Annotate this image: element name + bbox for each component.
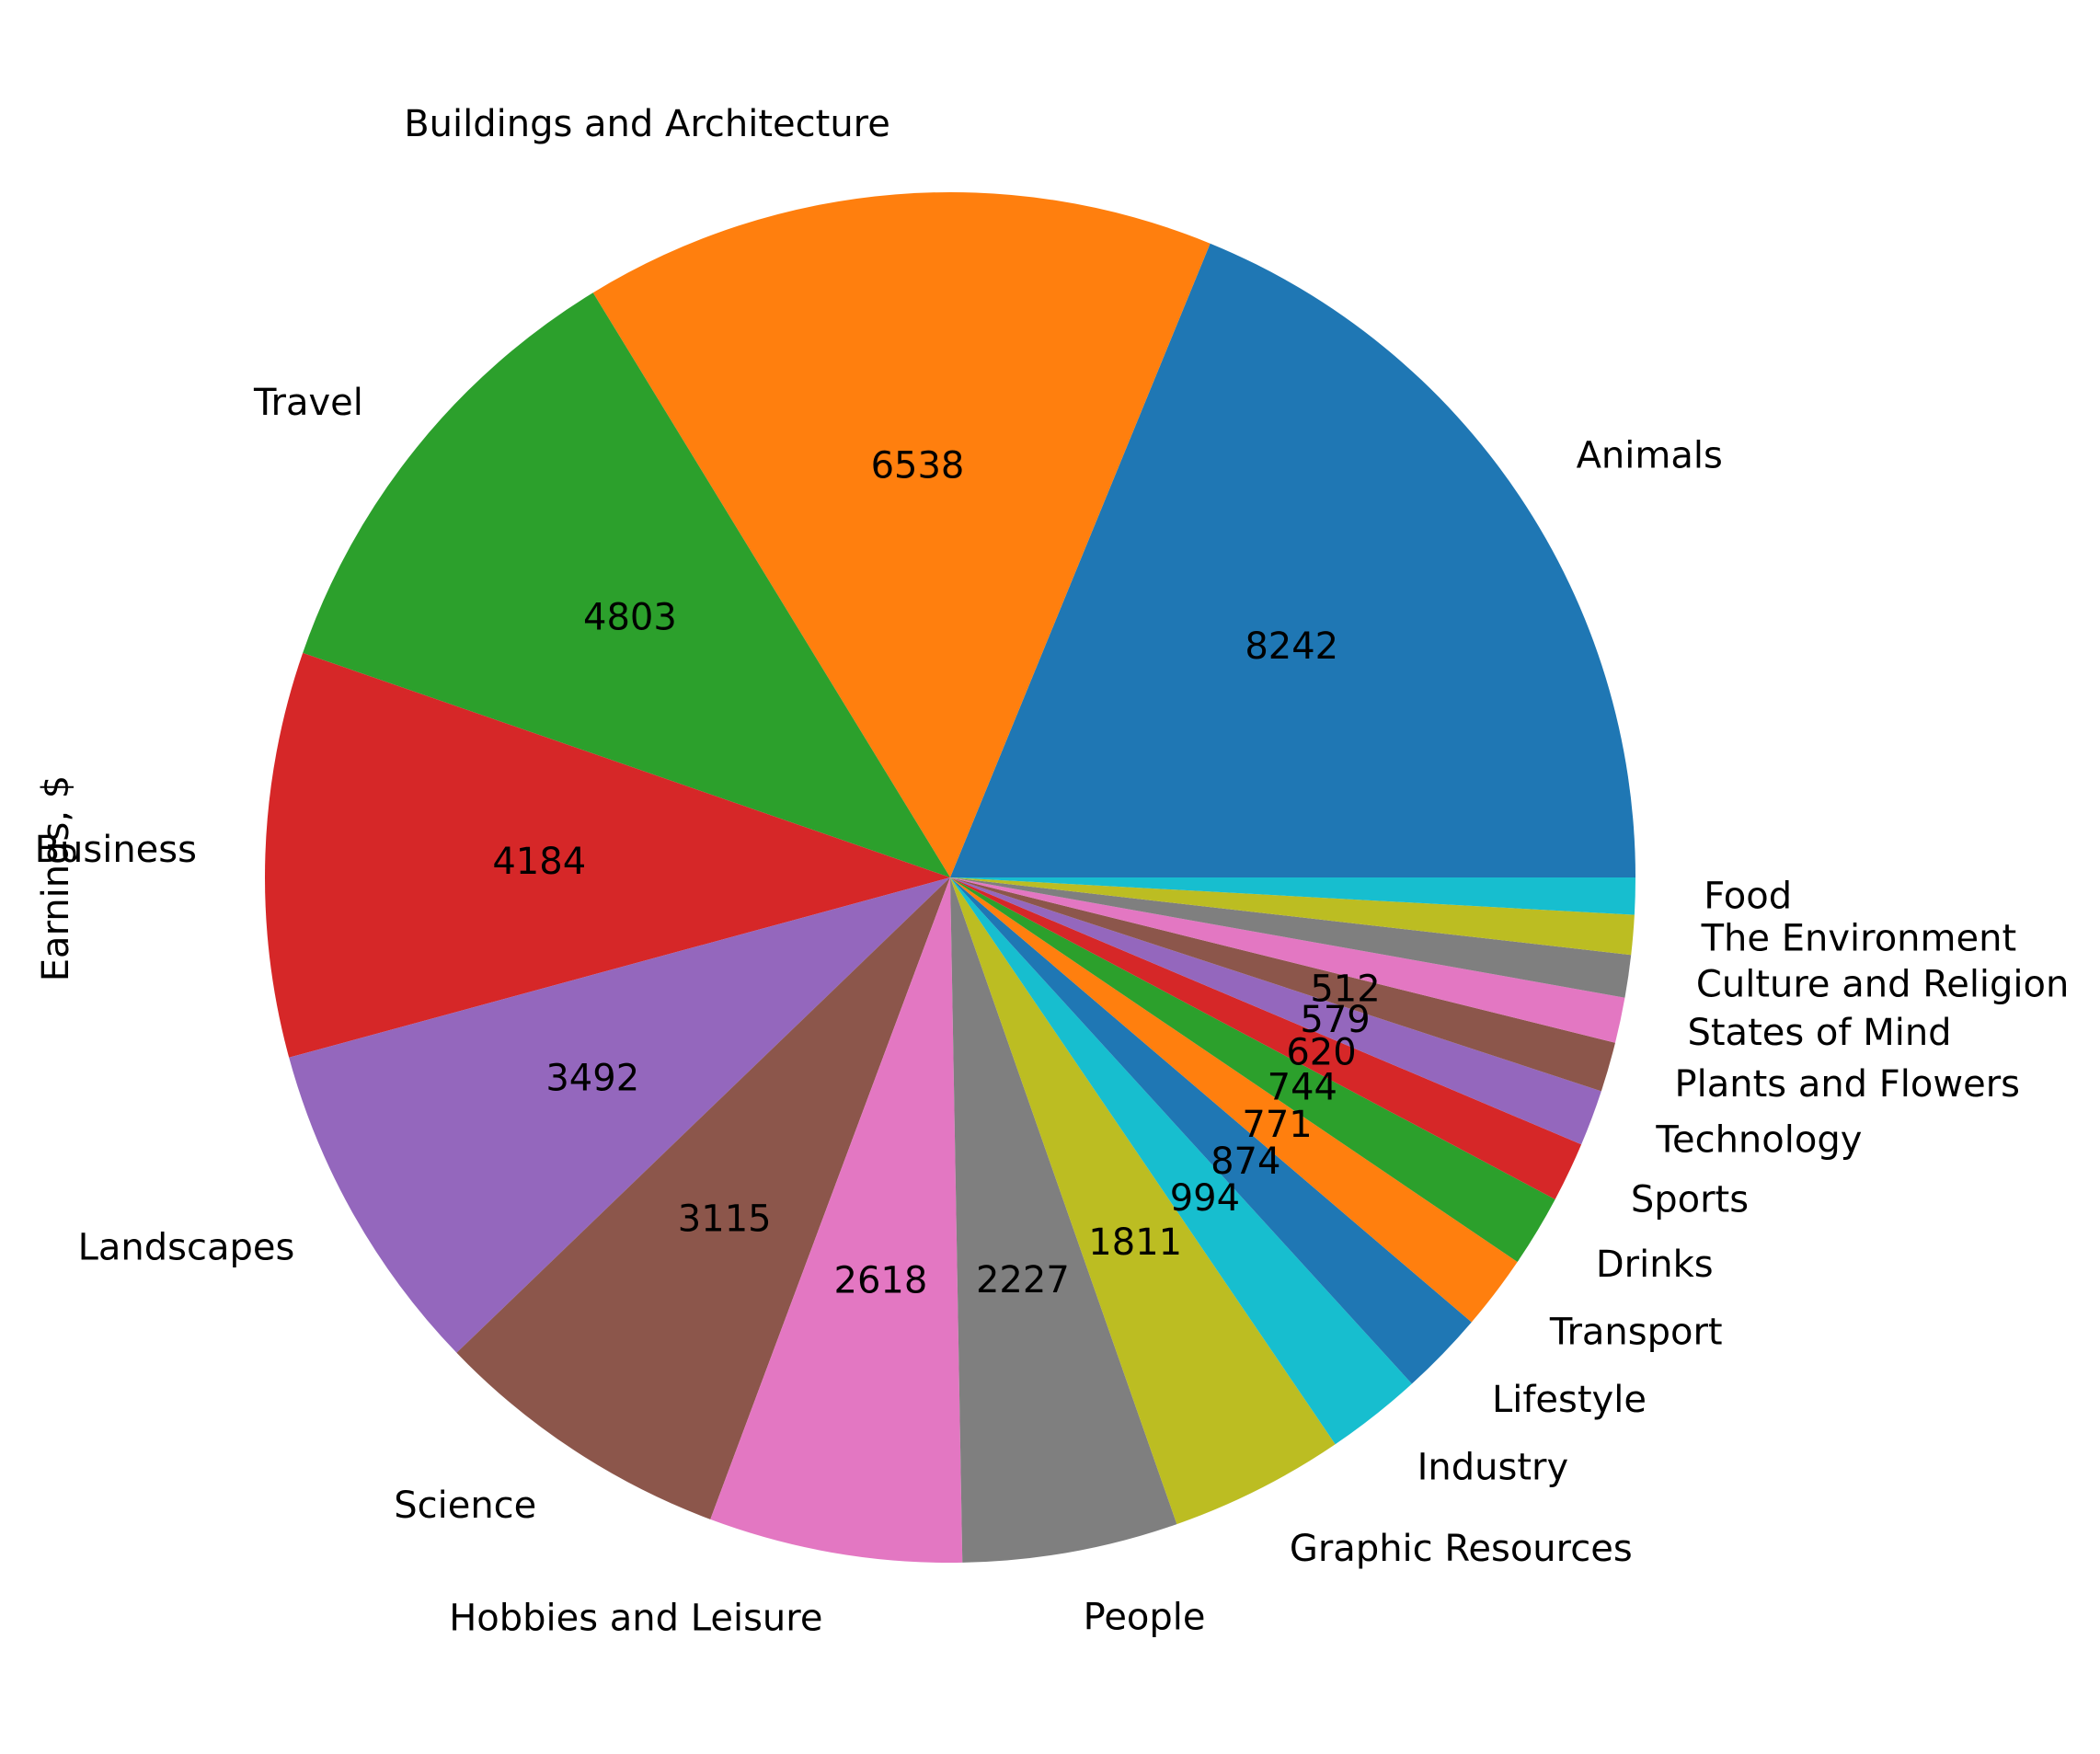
category-label-landscapes: Landscapes — [78, 1227, 295, 1269]
category-label-graphic-resources: Graphic Resources — [1290, 1528, 1633, 1570]
category-label-culture-and-religion: Culture and Religion — [1696, 963, 2069, 1005]
pie-slice-industry — [950, 877, 1412, 1445]
pie-slice-technology — [950, 877, 1601, 1145]
pie-slice-plants-and-flowers — [950, 877, 1615, 1092]
category-label-plants-and-flowers: Plants and Flowers — [1674, 1063, 2020, 1106]
category-label-lifestyle: Lifestyle — [1492, 1379, 1647, 1421]
category-label-sports: Sports — [1631, 1178, 1749, 1221]
value-label-people: 2227 — [976, 1259, 1070, 1301]
category-label-transport: Transport — [1549, 1312, 1723, 1354]
value-label-travel: 4803 — [583, 597, 677, 639]
pie-slice-food — [950, 877, 1635, 915]
pie-slice-people — [950, 877, 1177, 1563]
value-label-animals: 8242 — [1245, 625, 1338, 668]
pie-value-labels: 8242 6538 4803 4184 3492 3115 2618 2227 18119948… — [492, 444, 1380, 1301]
category-label-food: Food — [1704, 875, 1792, 917]
pie-slice-business — [264, 652, 950, 1058]
pie-slice-sports — [950, 877, 1582, 1199]
pie-slice-drinks — [950, 877, 1555, 1263]
value-label-industry: 994 — [1170, 1177, 1240, 1220]
pie-slice-graphic-resources — [950, 877, 1336, 1525]
category-label-business: Business — [35, 829, 197, 871]
value-label-sports: 620 — [1286, 1031, 1356, 1073]
pie-slice-lifestyle — [950, 877, 1472, 1384]
value-label-science: 3115 — [678, 1198, 772, 1241]
value-label-business: 4184 — [492, 841, 586, 883]
category-label-buildings-and-architecture: Buildings and Architecture — [404, 103, 890, 145]
value-label-transport: 771 — [1242, 1104, 1312, 1146]
value-label-plants-and-flowers: 512 — [1310, 969, 1380, 1011]
category-label-states-of-mind: States of Mind — [1687, 1012, 1951, 1054]
value-label-buildings-and-architecture: 6538 — [871, 444, 965, 487]
value-label-hobbies-and-leisure: 2618 — [834, 1260, 928, 1302]
pie-slice-animals — [950, 243, 1635, 878]
category-label-hobbies-and-leisure: Hobbies and Leisure — [449, 1598, 822, 1640]
pie-slice-transport — [950, 877, 1518, 1323]
category-label-travel: Travel — [253, 382, 363, 424]
category-label-the-environment: The Environment — [1701, 918, 2017, 960]
pie-slice-travel — [303, 292, 950, 877]
pie-slice-states-of-mind — [950, 877, 1625, 1043]
pie-slice-landscapes — [289, 877, 950, 1353]
pie-slice-culture-and-religion — [950, 877, 1632, 998]
value-label-graphic-resources: 1811 — [1088, 1221, 1182, 1264]
pie-slice-hobbies-and-leisure — [710, 877, 963, 1563]
category-label-industry: Industry — [1417, 1446, 1569, 1488]
category-label-technology: Technology — [1655, 1119, 1862, 1162]
category-label-animals: Animals — [1577, 434, 1723, 476]
pie-slices — [264, 191, 1635, 1563]
category-label-people: People — [1084, 1597, 1206, 1639]
value-label-lifestyle: 874 — [1211, 1141, 1280, 1183]
value-label-drinks: 744 — [1268, 1067, 1337, 1109]
pie-slice-the-environment — [950, 877, 1635, 956]
value-label-landscapes: 3492 — [545, 1058, 639, 1100]
pie-slice-science — [456, 877, 950, 1519]
y-axis-label: Earnings, $ — [35, 775, 77, 981]
category-label-science: Science — [394, 1485, 536, 1527]
pie-slice-buildings-and-architecture — [592, 191, 1211, 877]
category-label-drinks: Drinks — [1596, 1244, 1714, 1286]
value-label-technology: 579 — [1300, 999, 1370, 1041]
pie-category-labels: Animals Buildings and Architecture Travel B… — [35, 103, 2070, 1640]
